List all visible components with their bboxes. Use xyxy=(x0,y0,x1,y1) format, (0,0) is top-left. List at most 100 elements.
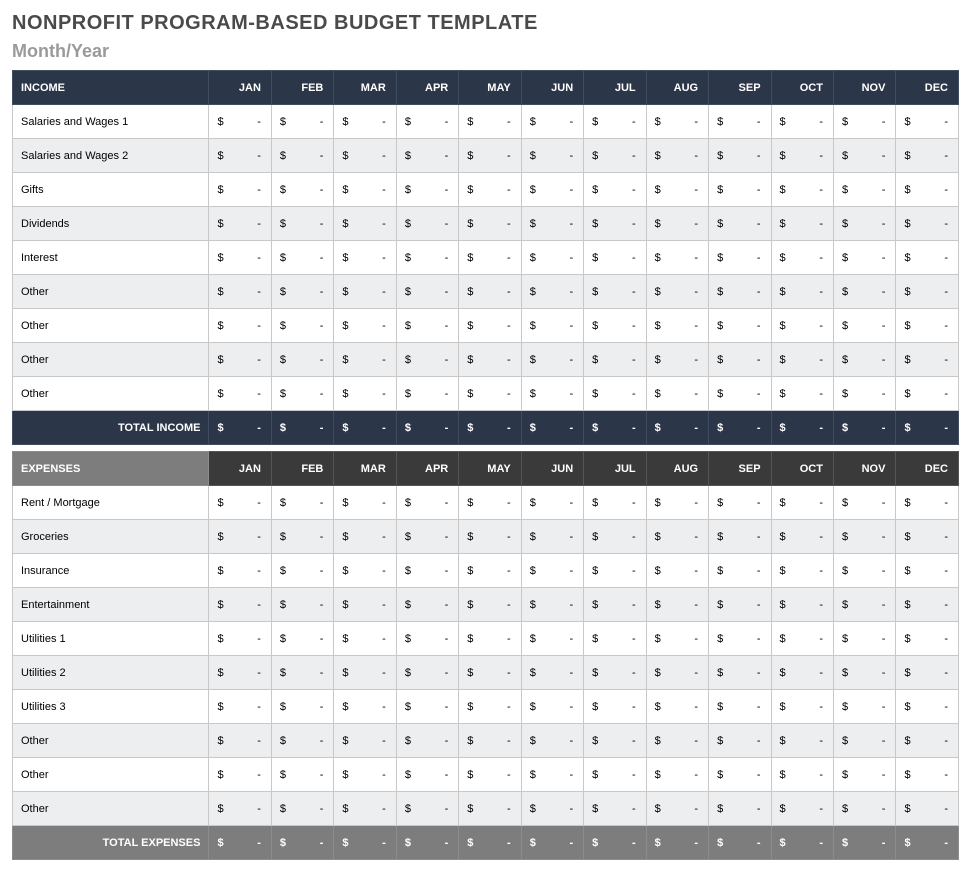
value-cell[interactable]: $- xyxy=(896,520,959,554)
value-cell[interactable]: $- xyxy=(209,275,271,309)
value-cell[interactable]: $- xyxy=(396,588,458,622)
value-cell[interactable]: $- xyxy=(334,105,396,139)
value-cell[interactable]: $- xyxy=(771,377,833,411)
value-cell[interactable]: $- xyxy=(771,105,833,139)
row-label[interactable]: Other xyxy=(13,724,209,758)
value-cell[interactable]: $- xyxy=(334,724,396,758)
value-cell[interactable]: $- xyxy=(833,656,895,690)
value-cell[interactable]: $- xyxy=(521,520,583,554)
value-cell[interactable]: $- xyxy=(521,690,583,724)
value-cell[interactable]: $- xyxy=(833,554,895,588)
value-cell[interactable]: $- xyxy=(771,792,833,826)
value-cell[interactable]: $- xyxy=(271,724,333,758)
value-cell[interactable]: $- xyxy=(771,241,833,275)
value-cell[interactable]: $- xyxy=(896,139,959,173)
value-cell[interactable]: $- xyxy=(459,241,521,275)
value-cell[interactable]: $- xyxy=(334,656,396,690)
value-cell[interactable]: $- xyxy=(833,105,895,139)
value-cell[interactable]: $- xyxy=(334,139,396,173)
value-cell[interactable]: $- xyxy=(459,520,521,554)
value-cell[interactable]: $- xyxy=(833,377,895,411)
value-cell[interactable]: $- xyxy=(459,343,521,377)
value-cell[interactable]: $- xyxy=(521,486,583,520)
value-cell[interactable]: $- xyxy=(771,724,833,758)
value-cell[interactable]: $- xyxy=(584,139,646,173)
value-cell[interactable]: $- xyxy=(896,656,959,690)
value-cell[interactable]: $- xyxy=(334,690,396,724)
value-cell[interactable]: $- xyxy=(584,275,646,309)
row-label[interactable]: Utilities 3 xyxy=(13,690,209,724)
value-cell[interactable]: $- xyxy=(646,377,708,411)
value-cell[interactable]: $- xyxy=(896,207,959,241)
value-cell[interactable]: $- xyxy=(833,173,895,207)
value-cell[interactable]: $- xyxy=(896,309,959,343)
row-label[interactable]: Other xyxy=(13,275,209,309)
row-label[interactable]: Other xyxy=(13,377,209,411)
value-cell[interactable]: $- xyxy=(646,207,708,241)
row-label[interactable]: Rent / Mortgage xyxy=(13,486,209,520)
value-cell[interactable]: $- xyxy=(209,343,271,377)
row-label[interactable]: Insurance xyxy=(13,554,209,588)
value-cell[interactable]: $- xyxy=(334,207,396,241)
value-cell[interactable]: $- xyxy=(833,724,895,758)
value-cell[interactable]: $- xyxy=(771,554,833,588)
value-cell[interactable]: $- xyxy=(271,656,333,690)
value-cell[interactable]: $- xyxy=(396,656,458,690)
value-cell[interactable]: $- xyxy=(709,343,771,377)
value-cell[interactable]: $- xyxy=(709,207,771,241)
value-cell[interactable]: $- xyxy=(896,758,959,792)
value-cell[interactable]: $- xyxy=(271,139,333,173)
value-cell[interactable]: $- xyxy=(584,690,646,724)
value-cell[interactable]: $- xyxy=(833,241,895,275)
value-cell[interactable]: $- xyxy=(396,724,458,758)
value-cell[interactable]: $- xyxy=(896,622,959,656)
value-cell[interactable]: $- xyxy=(396,377,458,411)
value-cell[interactable]: $- xyxy=(584,622,646,656)
value-cell[interactable]: $- xyxy=(771,275,833,309)
value-cell[interactable]: $- xyxy=(896,792,959,826)
value-cell[interactable]: $- xyxy=(709,139,771,173)
value-cell[interactable]: $- xyxy=(396,554,458,588)
value-cell[interactable]: $- xyxy=(584,309,646,343)
value-cell[interactable]: $- xyxy=(521,792,583,826)
value-cell[interactable]: $- xyxy=(584,656,646,690)
value-cell[interactable]: $- xyxy=(521,554,583,588)
value-cell[interactable]: $- xyxy=(271,377,333,411)
value-cell[interactable]: $- xyxy=(646,724,708,758)
value-cell[interactable]: $- xyxy=(271,275,333,309)
value-cell[interactable]: $- xyxy=(646,173,708,207)
value-cell[interactable]: $- xyxy=(709,588,771,622)
value-cell[interactable]: $- xyxy=(209,656,271,690)
value-cell[interactable]: $- xyxy=(584,486,646,520)
value-cell[interactable]: $- xyxy=(459,275,521,309)
value-cell[interactable]: $- xyxy=(521,758,583,792)
value-cell[interactable]: $- xyxy=(584,105,646,139)
value-cell[interactable]: $- xyxy=(521,343,583,377)
row-label[interactable]: Groceries xyxy=(13,520,209,554)
value-cell[interactable]: $- xyxy=(209,520,271,554)
value-cell[interactable]: $- xyxy=(334,486,396,520)
value-cell[interactable]: $- xyxy=(771,343,833,377)
value-cell[interactable]: $- xyxy=(646,690,708,724)
value-cell[interactable]: $- xyxy=(709,173,771,207)
value-cell[interactable]: $- xyxy=(896,377,959,411)
value-cell[interactable]: $- xyxy=(459,139,521,173)
value-cell[interactable]: $- xyxy=(833,758,895,792)
value-cell[interactable]: $- xyxy=(334,588,396,622)
value-cell[interactable]: $- xyxy=(646,105,708,139)
value-cell[interactable]: $- xyxy=(459,554,521,588)
value-cell[interactable]: $- xyxy=(396,207,458,241)
value-cell[interactable]: $- xyxy=(833,690,895,724)
value-cell[interactable]: $- xyxy=(709,241,771,275)
value-cell[interactable]: $- xyxy=(521,656,583,690)
value-cell[interactable]: $- xyxy=(396,343,458,377)
value-cell[interactable]: $- xyxy=(271,758,333,792)
value-cell[interactable]: $- xyxy=(584,207,646,241)
value-cell[interactable]: $- xyxy=(521,173,583,207)
value-cell[interactable]: $- xyxy=(521,139,583,173)
value-cell[interactable]: $- xyxy=(896,275,959,309)
value-cell[interactable]: $- xyxy=(771,520,833,554)
value-cell[interactable]: $- xyxy=(646,309,708,343)
value-cell[interactable]: $- xyxy=(459,309,521,343)
value-cell[interactable]: $- xyxy=(646,139,708,173)
